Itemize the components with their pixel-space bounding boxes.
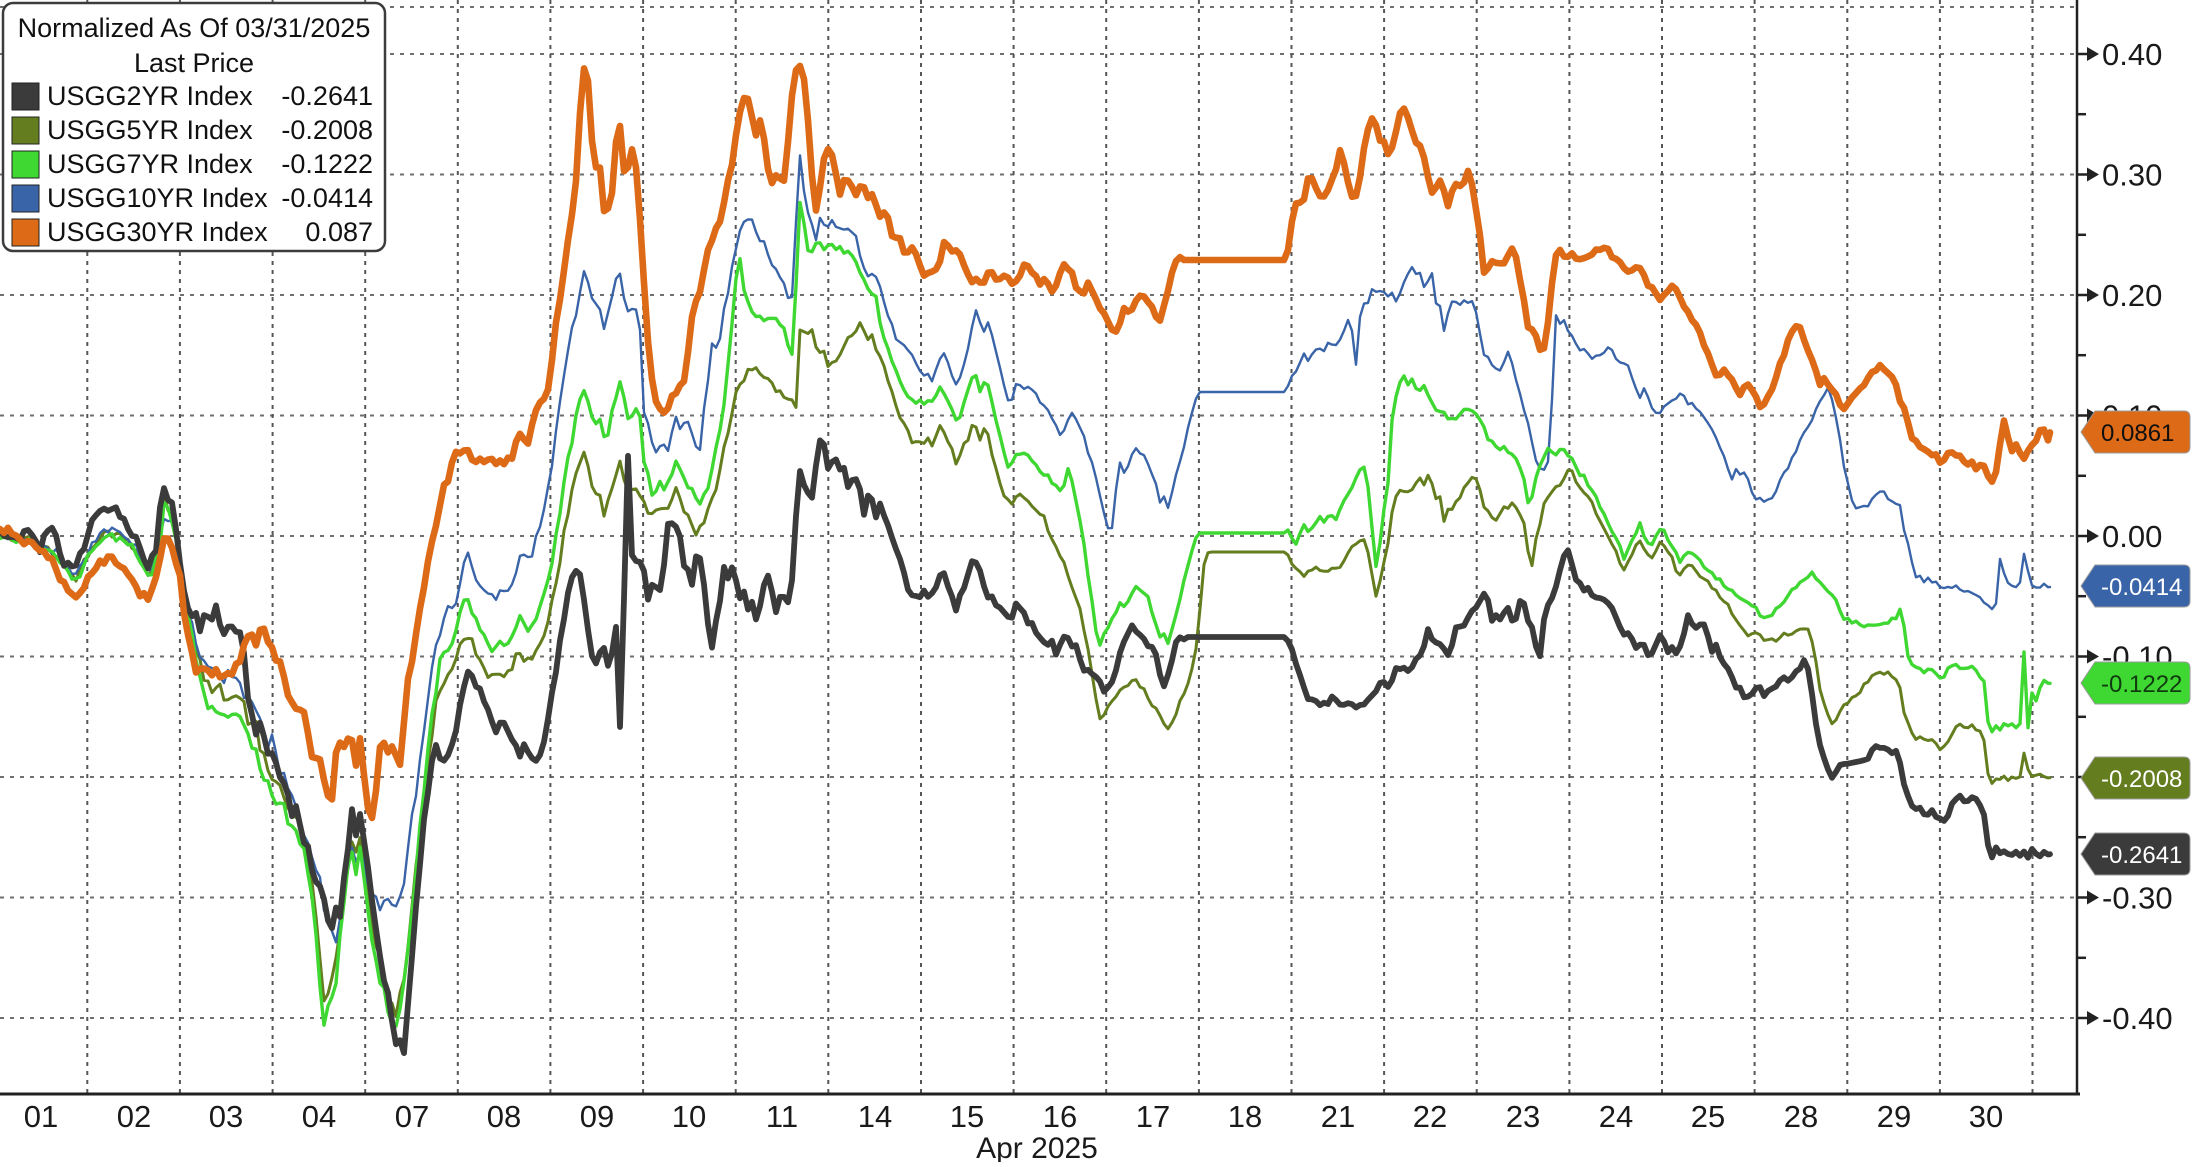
svg-text:-0.0414: -0.0414 — [2101, 574, 2182, 601]
svg-text:USGG2YR Index: USGG2YR Index — [47, 81, 253, 111]
svg-text:21: 21 — [1321, 1099, 1355, 1134]
svg-text:09: 09 — [580, 1099, 614, 1134]
svg-text:16: 16 — [1043, 1099, 1077, 1134]
svg-text:14: 14 — [858, 1099, 892, 1134]
svg-text:Apr 2025: Apr 2025 — [976, 1132, 1098, 1162]
svg-text:02: 02 — [117, 1099, 151, 1134]
svg-text:USGG5YR Index: USGG5YR Index — [47, 115, 253, 145]
svg-text:08: 08 — [487, 1099, 521, 1134]
svg-text:-0.40: -0.40 — [2102, 1001, 2173, 1036]
svg-text:-0.2008: -0.2008 — [2101, 766, 2182, 793]
svg-text:23: 23 — [1506, 1099, 1540, 1134]
svg-text:04: 04 — [302, 1099, 336, 1134]
svg-text:10: 10 — [672, 1099, 706, 1134]
svg-text:Normalized As Of 03/31/2025: Normalized As Of 03/31/2025 — [18, 13, 371, 43]
svg-text:01: 01 — [24, 1099, 58, 1134]
svg-text:-0.2008: -0.2008 — [281, 115, 373, 145]
svg-text:0.00: 0.00 — [2102, 519, 2162, 554]
svg-text:28: 28 — [1784, 1099, 1818, 1134]
svg-text:-0.1222: -0.1222 — [281, 149, 373, 179]
svg-text:11: 11 — [766, 1099, 798, 1134]
svg-text:-0.1222: -0.1222 — [2101, 671, 2182, 698]
svg-text:18: 18 — [1228, 1099, 1262, 1134]
svg-text:-0.2641: -0.2641 — [281, 81, 373, 111]
svg-text:-0.2641: -0.2641 — [2101, 842, 2182, 869]
svg-text:30: 30 — [1969, 1099, 2003, 1134]
svg-text:29: 29 — [1877, 1099, 1911, 1134]
svg-text:Last Price: Last Price — [134, 48, 254, 78]
svg-text:17: 17 — [1136, 1099, 1170, 1134]
svg-text:0.0861: 0.0861 — [2101, 420, 2174, 447]
svg-text:03: 03 — [209, 1099, 243, 1134]
svg-text:USGG10YR Index: USGG10YR Index — [47, 183, 268, 213]
svg-text:0.087: 0.087 — [305, 217, 373, 247]
svg-text:USGG7YR Index: USGG7YR Index — [47, 149, 253, 179]
svg-text:25: 25 — [1691, 1099, 1725, 1134]
svg-text:22: 22 — [1413, 1099, 1447, 1134]
svg-text:15: 15 — [950, 1099, 984, 1134]
svg-text:-0.30: -0.30 — [2102, 881, 2173, 916]
svg-text:0.30: 0.30 — [2102, 158, 2162, 193]
svg-text:24: 24 — [1599, 1099, 1633, 1134]
svg-text:0.40: 0.40 — [2102, 37, 2162, 72]
svg-text:USGG30YR Index: USGG30YR Index — [47, 217, 268, 247]
svg-text:07: 07 — [395, 1099, 429, 1134]
svg-text:-0.0414: -0.0414 — [281, 183, 373, 213]
svg-text:0.20: 0.20 — [2102, 278, 2162, 313]
